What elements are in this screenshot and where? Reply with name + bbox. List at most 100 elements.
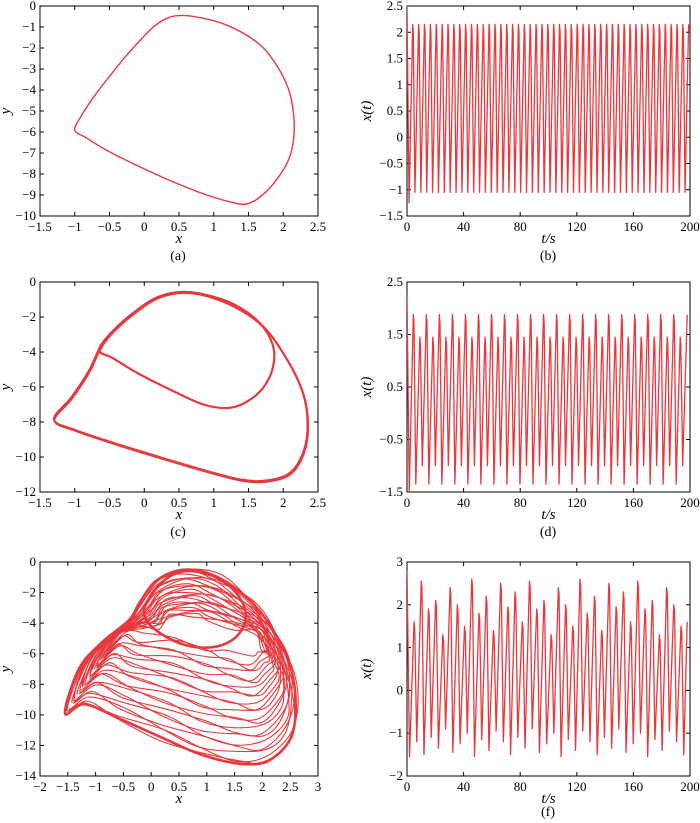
y-tick-label: −2 [22,309,36,324]
y-tick-label: −10 [16,707,36,722]
y-tick-label: 2 [397,597,404,612]
y-tick-label: −6 [22,646,36,661]
y-tick-label: 0 [397,129,404,144]
y-tick-label: 1.5 [387,51,403,66]
y-tick-label: −9 [22,187,36,202]
x-tick-label: 2.5 [282,779,298,794]
attractor-orbit [72,577,291,737]
y-tick-label: 1.5 [387,327,403,342]
x-tick-label: 0 [404,219,411,234]
y-axis-label: x(t) [359,377,375,399]
x-tick-label: 0 [148,779,155,794]
attractor-orbit [96,602,277,684]
y-tick-label: −8 [22,414,36,429]
y-tick-label: −4 [22,344,36,359]
y-tick-label: −1.5 [379,484,403,499]
x-tick-label: 40 [457,495,470,510]
attractor-orbit [84,591,286,721]
y-axis-label: y [0,665,14,674]
phase-trajectory-loop [54,292,310,484]
y-tick-label: 1 [397,640,404,655]
x-tick-label: 2.5 [310,495,326,510]
y-tick-label: −8 [22,676,36,691]
y-tick-label: −1 [389,725,403,740]
y-tick-label: 2 [397,24,404,39]
series-line [407,570,688,758]
y-axis-label: y [0,383,14,392]
x-tick-label: 40 [457,779,470,794]
x-tick-label: 0 [141,495,148,510]
attractor-orbit [76,583,285,729]
x-tick-label: 2 [280,219,287,234]
x-tick-label: 160 [624,495,644,510]
x-axis-label: x [175,791,183,807]
x-tick-label: −1 [89,779,103,794]
y-axis-label: x(t) [359,659,375,681]
y-tick-label: −3 [22,61,36,76]
y-tick-label: 0.5 [387,379,403,394]
x-tick-label: −2 [33,779,47,794]
x-tick-label: 0.5 [171,779,187,794]
x-tick-label: −1.5 [56,779,80,794]
panel-c: −1.5 −1 −0.5 0 0.5 1 1.5 2 2.5 −12 −10 −8 −6 −4 −2 0 x y (… [0,274,326,540]
x-tick-label: 160 [624,219,644,234]
y-tick-label: 2.5 [387,0,403,13]
y-tick-label: −14 [16,768,37,783]
x-tick-label: −1.5 [28,495,52,510]
x-tick-label: −1 [68,495,82,510]
x-tick-label: 120 [567,779,587,794]
x-tick-label: 1.5 [226,779,242,794]
y-tick-label: −4 [22,615,36,630]
y-tick-label: −0.5 [379,432,403,447]
y-tick-label: −12 [16,484,36,499]
attractor-orbit [80,585,288,724]
y-tick-label: −2 [22,585,36,600]
attractor-orbit [105,612,267,657]
panel-a: −1.5 −1 −0.5 0 0.5 1 1.5 2 2.5−10−9−8−7−6−5−4−3−… [0,0,326,264]
x-axis-label: x [175,231,183,247]
y-tick-label: −0.5 [379,156,403,171]
x-tick-label: 0.5 [171,495,187,510]
x-tick-label: −0.5 [112,779,136,794]
x-tick-label: 1.5 [240,219,256,234]
panel-e: −2 −1.5 −1 −0.5 0 0.5 1 1.5 2 2.5 3 −14 −12 −10 −8 −6 −4… [0,554,321,807]
y-axis-label: x(t) [359,101,375,123]
x-axis-label: t/s [541,791,555,807]
y-tick-label: −10 [16,449,36,464]
phase-trajectory-loop [97,291,276,410]
panel-caption: (c) [170,525,186,540]
y-tick-label: 0 [30,274,37,289]
x-tick-label: 80 [514,779,527,794]
x-axis-label: t/s [541,231,555,247]
x-tick-label: 2 [280,495,287,510]
y-tick-label: −1.5 [379,208,403,223]
x-tick-label: −1.5 [28,219,52,234]
x-tick-label: 80 [514,495,527,510]
y-tick-label: 1 [397,77,404,92]
panel-f: 0 40 80 120 160 200 −2 −1 0 1 2 3 t/s x(t) (f) [359,554,700,820]
x-tick-label: 2 [259,779,266,794]
x-tick-label: 0.5 [171,219,187,234]
plot-frame [39,281,319,493]
y-tick-label: −5 [22,103,36,118]
attractor-outer-orbit [63,568,298,766]
series-line [407,295,688,492]
y-tick-label: 0 [30,0,37,13]
y-tick-label: −7 [22,145,36,160]
x-tick-label: 3 [315,779,322,794]
x-tick-label: −0.5 [98,495,122,510]
y-tick-label: −4 [22,82,36,97]
y-tick-label: −6 [22,124,36,139]
series-line [407,6,690,204]
y-tick-label: 0 [397,682,404,697]
y-tick-label: 2.5 [387,274,403,289]
attractor-inner-orbit [142,569,248,649]
panel-caption: (f) [541,805,555,820]
x-tick-label: 1 [204,779,211,794]
x-axis-label: t/s [541,507,555,523]
x-tick-label: 1 [211,495,218,510]
attractor-orbit [107,613,271,666]
x-tick-label: 120 [567,219,587,234]
x-tick-label: 0 [404,779,411,794]
